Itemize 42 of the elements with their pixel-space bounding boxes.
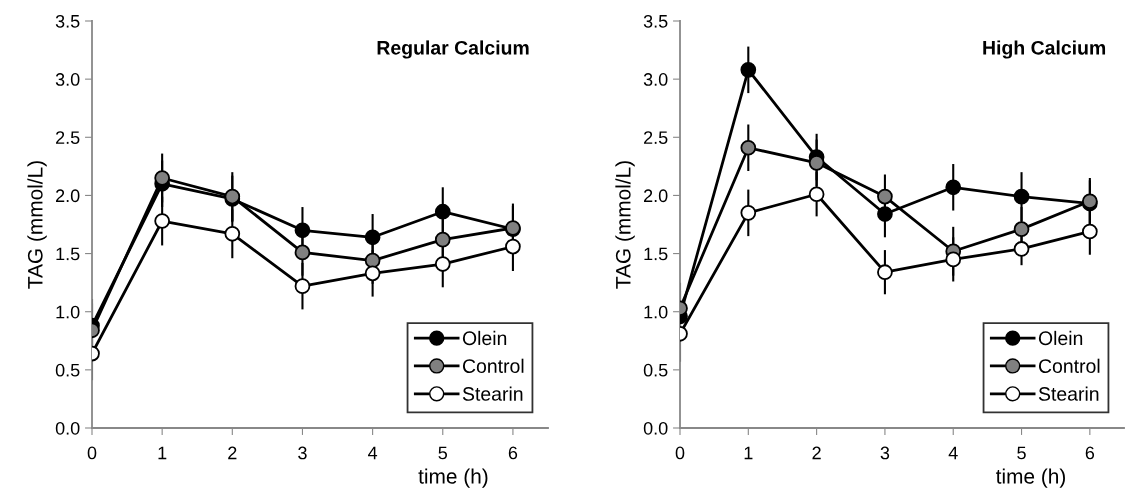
- x-tick-label: 2: [228, 446, 237, 460]
- legend-label: Control: [462, 358, 524, 373]
- y-tick-label: 1.0: [56, 305, 80, 319]
- text: Regular Calcium: [377, 40, 529, 59]
- x-tick-label: 0: [675, 446, 685, 460]
- y-tick-label: 3.0: [643, 73, 668, 86]
- legend-label: Control: [1038, 358, 1100, 373]
- x-tick-label: 6: [1085, 446, 1095, 460]
- x-axis-title: time (h): [995, 468, 1065, 488]
- legend-label: Olein: [462, 330, 507, 346]
- x-axis-title: time (h): [418, 468, 488, 488]
- y-tick-label: 0.0: [55, 421, 80, 435]
- x-tick-label: 4: [948, 446, 958, 460]
- x-tick-label: 0: [87, 446, 97, 460]
- y-tick-label: 3.5: [55, 14, 80, 28]
- x-tick-label: 6: [508, 446, 518, 460]
- y-tick-label: 1.5: [56, 247, 80, 261]
- legend-label: Stearin: [462, 386, 523, 401]
- y-tick-label: 0.5: [643, 363, 668, 377]
- legend-label: Olein: [1038, 330, 1083, 346]
- y-tick-label: 2.5: [56, 131, 80, 145]
- x-tick-label: 3: [298, 446, 307, 460]
- y-tick-label: 3.0: [55, 73, 80, 86]
- y-tick-label: 3.5: [643, 14, 668, 28]
- y-tick-label: 0.0: [643, 421, 668, 435]
- x-tick-label: 5: [1017, 446, 1026, 460]
- x-tick-label: 4: [368, 446, 378, 460]
- text: High Calcium: [983, 40, 1106, 59]
- y-tick-label: 1.5: [644, 247, 668, 261]
- x-tick-label: 5: [438, 446, 448, 460]
- y-tick-label: 2.5: [644, 131, 668, 145]
- y-tick-label: 0.5: [55, 363, 80, 377]
- legend-label: Stearin: [1038, 386, 1099, 401]
- x-tick-label: 1: [744, 446, 753, 460]
- y-axis-title: TAG (mmol/L): [27, 161, 47, 289]
- y-tick-label: 2.0: [56, 189, 80, 203]
- x-tick-label: 1: [158, 446, 167, 460]
- y-tick-label: 2.0: [644, 189, 668, 203]
- y-tick-label: 1.0: [644, 305, 668, 319]
- x-tick-label: 2: [812, 446, 821, 460]
- y-axis-title: TAG (mmol/L): [615, 161, 635, 289]
- x-tick-label: 3: [880, 446, 890, 460]
